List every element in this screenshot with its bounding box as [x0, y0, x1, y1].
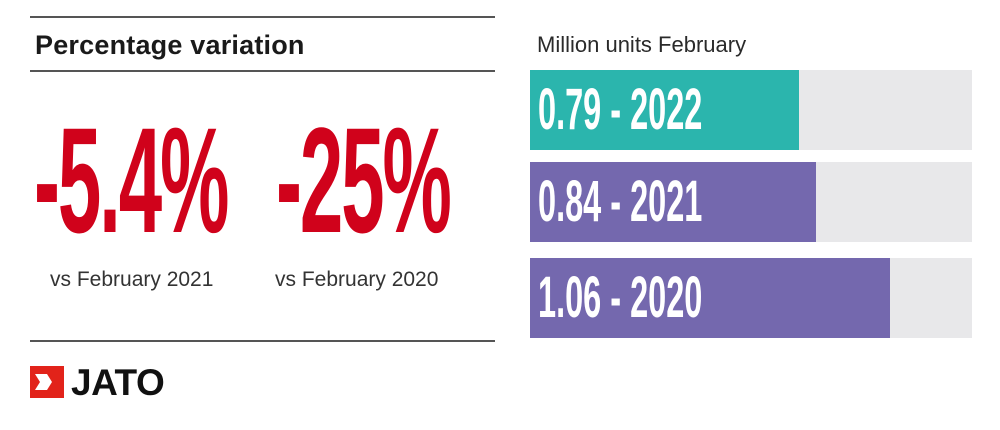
bar-2021: [530, 162, 816, 242]
units-chart: Million units February 0.79 - 2022 0.84 …: [530, 0, 975, 430]
bar-2022: [530, 70, 799, 150]
chart-title: Million units February: [537, 32, 747, 57]
bar-label-2021: 0.84 - 2021: [538, 169, 703, 234]
bar-track-2021: 0.84 - 2021: [530, 162, 972, 242]
bar-track-2022: 0.79 - 2022: [530, 70, 972, 150]
bar-label-2022: 0.79 - 2022: [538, 77, 703, 142]
stat-value-2021: -5.4%: [34, 96, 229, 264]
bar-track-2020: 1.06 - 2020: [530, 258, 972, 338]
panel-heading: Percentage variation: [35, 30, 305, 60]
jato-logo-text: JATO: [71, 362, 165, 403]
stat-value-2020: -25%: [276, 96, 452, 264]
stat-label-2020: vs February 2020: [275, 268, 439, 291]
heading-divider: [30, 70, 495, 72]
bottom-divider: [30, 340, 495, 342]
jato-logo-icon: [30, 366, 64, 398]
top-divider: [30, 16, 495, 18]
stat-label-2021: vs February 2021: [50, 268, 214, 291]
bar-2020: [530, 258, 891, 338]
percentage-variation-panel: Percentage variation -5.4% vs February 2…: [30, 0, 495, 430]
bar-label-2020: 1.06 - 2020: [538, 265, 703, 330]
